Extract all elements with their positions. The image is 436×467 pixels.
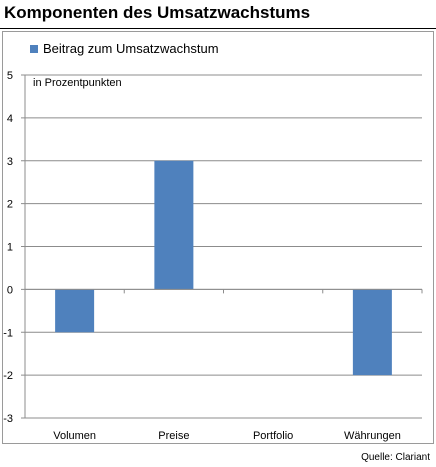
y-tick-label: -1	[3, 327, 13, 339]
unit-label: in Prozentpunkten	[33, 77, 122, 89]
source-label: Quelle: Clariant	[361, 452, 430, 463]
x-tick-label: Volumen	[53, 430, 96, 442]
legend: Beitrag zum Umsatzwachstum	[30, 41, 219, 56]
y-tick-label: 4	[7, 113, 13, 125]
legend-label: Beitrag zum Umsatzwachstum	[43, 41, 219, 56]
bar-preise	[154, 160, 194, 290]
y-tick-label: 5	[7, 70, 13, 82]
x-tick-label: Preise	[158, 430, 189, 442]
x-tick-label: Portfolio	[253, 430, 293, 442]
bar-volumen	[55, 289, 95, 333]
y-tick-label: 3	[7, 156, 13, 168]
chart-area-border	[2, 31, 434, 444]
legend-swatch	[30, 44, 38, 53]
y-tick-label: 1	[7, 242, 13, 254]
chart-title: Komponenten des Umsatzwachstums	[4, 3, 311, 22]
y-tick-label: 0	[7, 284, 13, 296]
y-tick-label: -2	[3, 370, 13, 382]
y-tick-label: 2	[7, 199, 13, 211]
bar-währungen	[352, 289, 392, 376]
x-tick-label: Währungen	[344, 430, 401, 442]
title-divider	[0, 28, 436, 29]
y-tick-label: -3	[3, 413, 13, 425]
